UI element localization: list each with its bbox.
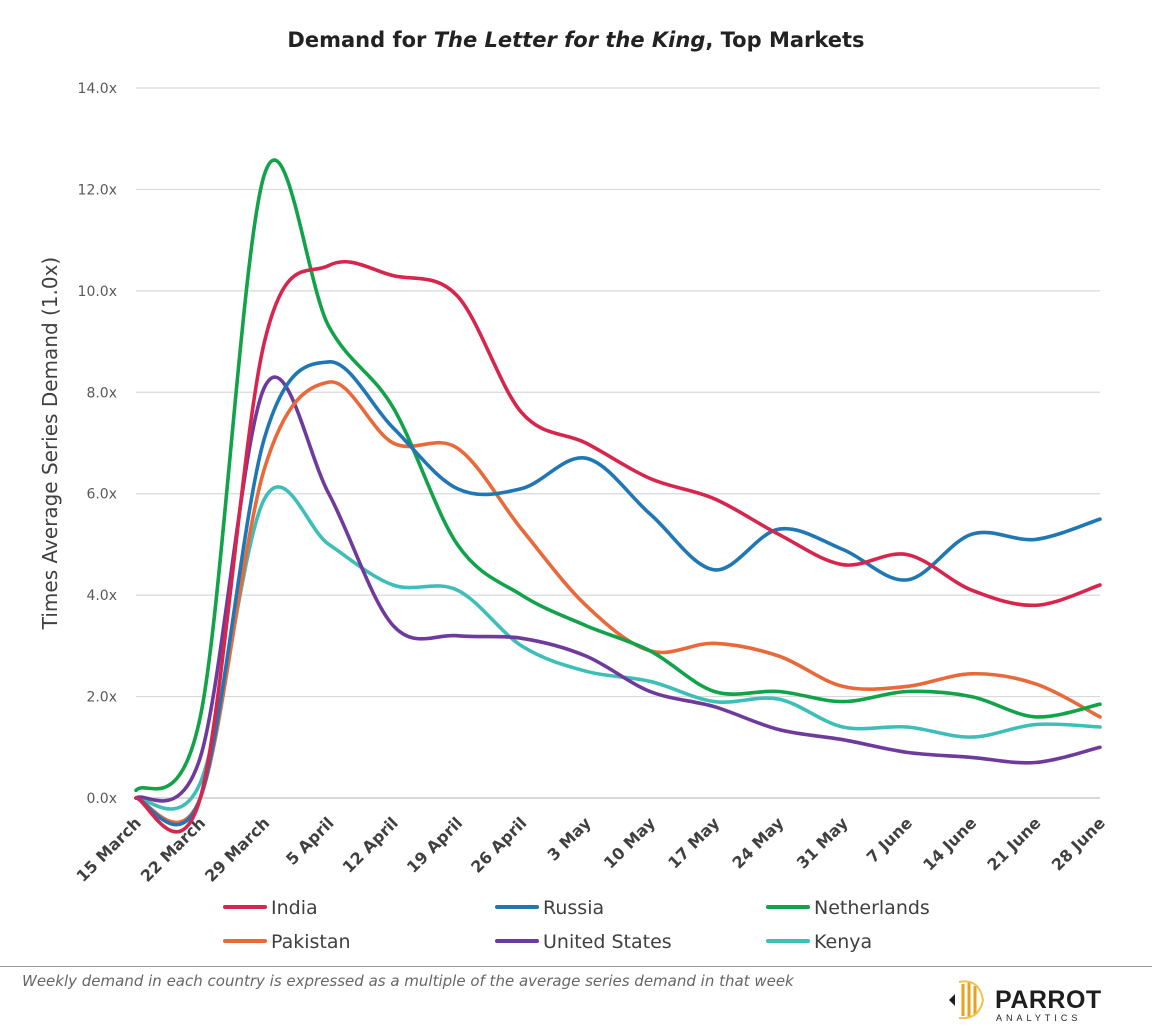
y-axis-label: Times Average Series Demand (1.0x) — [38, 257, 62, 631]
y-tick-label: 2.0x — [86, 690, 117, 706]
x-tick-label: 15 March — [72, 813, 144, 885]
y-tick-label: 0.0x — [86, 791, 117, 807]
legend: India Russia Netherlands Pakistan United Sta… — [223, 897, 930, 953]
x-tick-label: 26 April — [467, 813, 530, 876]
legend-label-russia: Russia — [543, 897, 604, 919]
x-tick-label: 21 June — [983, 813, 1044, 874]
gridlines — [136, 87, 1100, 799]
series-line-india — [134, 259, 1102, 834]
title-prefix: Demand for — [287, 28, 434, 52]
y-tick-label: 4.0x — [86, 588, 117, 604]
footnote: Weekly demand in each country is express… — [22, 972, 794, 990]
parrot-analytics-logo: PARROT ANALYTICS — [945, 976, 1145, 1024]
x-tick-label: 14 June — [919, 813, 980, 874]
x-tick-label: 19 April — [403, 813, 466, 876]
line-chart: 0.0x 2.0x 4.0x 6.0x 8.0x 10.0x 12.0x 14.0x 15 M… — [38, 81, 1109, 953]
legend-label-netherlands: Netherlands — [814, 897, 930, 919]
brand-name: PARROT — [995, 986, 1102, 1014]
y-tick-label: 8.0x — [86, 385, 117, 401]
x-tick-label: 31 May — [793, 813, 852, 872]
title-suffix: , Top Markets — [705, 28, 865, 52]
parrot-logo-icon — [949, 980, 985, 1020]
y-tick-label: 10.0x — [78, 284, 117, 300]
x-tick-label: 7 June — [863, 813, 916, 866]
footer-divider — [0, 966, 1152, 967]
legend-label-india: India — [271, 897, 318, 919]
series-line-united-states — [134, 375, 1102, 803]
x-tick-label: 10 May — [600, 813, 659, 872]
x-tick-label: 24 May — [728, 813, 787, 872]
x-tick-label: 3 May — [544, 813, 596, 865]
series-line-pakistan — [134, 380, 1102, 825]
series-line-russia — [134, 360, 1102, 827]
y-axis-ticks: 0.0x 2.0x 4.0x 6.0x 8.0x 10.0x 12.0x 14.0x — [78, 81, 117, 807]
x-tick-label: 5 April — [282, 813, 337, 868]
x-tick-label: 29 March — [201, 813, 273, 885]
title-show-name: The Letter for the King — [433, 28, 706, 52]
brand-sub: ANALYTICS — [996, 1013, 1082, 1023]
x-tick-label: 12 April — [339, 813, 402, 876]
y-tick-label: 14.0x — [78, 81, 117, 97]
y-tick-label: 12.0x — [78, 182, 117, 198]
y-tick-label: 6.0x — [86, 487, 117, 503]
legend-label-united-states: United States — [543, 931, 672, 953]
chart-title: Demand for The Letter for the King, Top … — [0, 28, 1152, 52]
legend-label-kenya: Kenya — [814, 931, 872, 953]
series-line-netherlands — [134, 158, 1102, 793]
legend-label-pakistan: Pakistan — [271, 931, 351, 953]
series-line-kenya — [134, 485, 1102, 811]
x-tick-label: 28 June — [1048, 813, 1109, 874]
series-lines — [134, 158, 1102, 834]
x-tick-label: 17 May — [664, 813, 723, 872]
